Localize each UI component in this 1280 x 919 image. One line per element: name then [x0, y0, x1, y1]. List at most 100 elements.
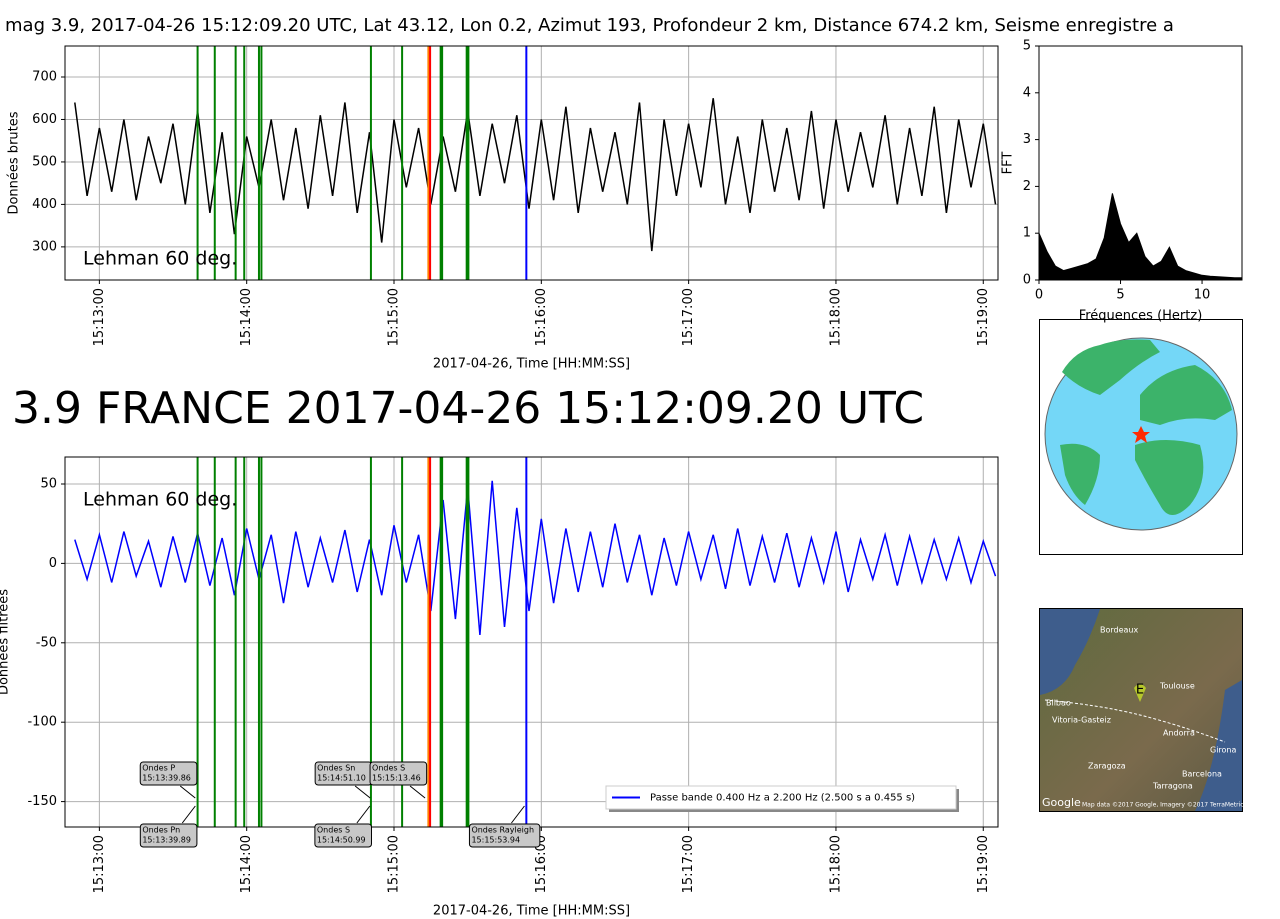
annotation-box — [314, 823, 372, 848]
axes-frame — [1038, 45, 1243, 281]
x-tick-label: 15:16:00 — [534, 835, 549, 893]
map-label: Vitoria-Gasteiz — [1052, 716, 1111, 725]
annotation-arrow — [179, 785, 196, 799]
x-tick-label: 15:13:00 — [92, 835, 107, 893]
x-axis-label: 2017-04-26, Time [HH:MM:SS] — [433, 904, 630, 919]
annotation-arrow — [354, 785, 371, 799]
land — [1060, 443, 1100, 505]
map-logo: Google — [1042, 796, 1081, 809]
annotation-time: 15:13:39.86 — [142, 774, 191, 783]
y-tick-label: 2 — [1023, 179, 1031, 194]
map-label: Tarragona — [1152, 782, 1193, 791]
y-tick-label: 4 — [1023, 85, 1031, 100]
chart: 0 1 2 3 4 5 0 5 10 Fréquences (Hertz) FFT — [1001, 39, 1243, 324]
y-tick-label: -100 — [27, 715, 57, 730]
annotation-time: 15:14:50.99 — [317, 836, 366, 845]
annotation-arrow — [409, 785, 426, 799]
y-tick-label: 600 — [32, 112, 57, 127]
map-attribution: Map data ©2017 Google, Imagery ©2017 Ter… — [1082, 802, 1247, 809]
annotation-time: 15:13:39.89 — [142, 836, 191, 845]
y-tick-label: 400 — [32, 197, 57, 212]
y-axis-label: Données brutes — [7, 111, 22, 214]
chart-title: mag 3.9, 2017-04-26 15:12:09.20 UTC, Lat… — [5, 15, 1174, 36]
y-axis-label: Données filtrées — [0, 589, 12, 695]
satellite-map: E Bordeaux Toulouse Bilbao Vitoria-Gaste… — [1039, 608, 1247, 812]
x-tick-label: 15:15:00 — [387, 288, 402, 346]
legend-label: Passe bande 0.400 Hz a 2.200 Hz (2.500 s… — [650, 793, 915, 804]
x-tick-label: 15:14:00 — [239, 835, 254, 893]
y-tick-label: 0 — [49, 556, 57, 571]
x-tick-label: 15:16:00 — [534, 288, 549, 346]
chart: 3.9 FRANCE 2017-04-26 15:12:09.20 UTC -15… — [0, 383, 999, 919]
y-tick-label: 1 — [1023, 226, 1031, 241]
y-axis-label: FFT — [1001, 152, 1016, 175]
x-tick-label: 5 — [1116, 288, 1124, 303]
pin-label: E — [1136, 683, 1144, 698]
annotation-box — [468, 823, 541, 848]
phase-annotation: Ondes S15:15:13.46 — [369, 761, 428, 799]
ocean — [1040, 609, 1100, 695]
map-label: Barcelona — [1182, 770, 1222, 779]
annotation-time: 15:14:51.10 — [317, 774, 366, 783]
annotation-label: Ondes S — [372, 764, 405, 773]
x-tick-label: 0 — [1035, 288, 1043, 303]
chart-title: 3.9 FRANCE 2017-04-26 15:12:09.20 UTC — [12, 383, 924, 434]
trace — [74, 98, 997, 252]
area — [1039, 193, 1242, 280]
border — [1044, 699, 1226, 743]
pin — [1134, 684, 1146, 702]
phase-annotation: Ondes S15:14:50.99 — [314, 805, 372, 848]
map-label: Zaragoza — [1088, 762, 1126, 771]
y-tick-label: 0 — [1023, 273, 1031, 288]
trace — [74, 480, 997, 635]
map-label: Bordeaux — [1100, 626, 1139, 635]
x-tick-label: 15:17:00 — [681, 835, 696, 893]
axes-frame — [64, 45, 999, 281]
y-tick-label: 700 — [32, 70, 57, 85]
x-tick-label: 15:13:00 — [92, 288, 107, 346]
plot-area — [74, 46, 997, 280]
land — [1135, 440, 1204, 515]
annotation-box — [139, 761, 198, 786]
x-tick-label: 15:14:00 — [239, 288, 254, 346]
map-label: Toulouse — [1159, 682, 1195, 691]
annotation-label: Ondes Rayleigh — [471, 826, 534, 835]
y-tick-label: -50 — [36, 635, 57, 650]
y-tick-label: 50 — [40, 476, 57, 491]
annotation-text: Lehman 60 deg. — [83, 248, 237, 270]
epicenter-star — [1132, 426, 1150, 443]
annotation-label: Ondes Sn — [317, 764, 355, 773]
land — [1062, 339, 1160, 395]
globe — [1039, 319, 1243, 555]
phase-annotation: Ondes P15:13:39.86 — [139, 761, 198, 799]
map-label: Bilbao — [1046, 699, 1071, 708]
annotation-arrow — [181, 805, 196, 824]
x-tick-label: 15:18:00 — [828, 835, 843, 893]
annotation-label: Ondes Pn — [142, 826, 180, 835]
annotation-label: Ondes S — [317, 826, 350, 835]
x-tick-label: 15:19:00 — [976, 288, 991, 346]
y-tick-label: -150 — [27, 794, 57, 809]
y-tick-label: 5 — [1023, 39, 1031, 54]
x-axis-label: 2017-04-26, Time [HH:MM:SS] — [433, 357, 630, 372]
x-tick-label: 10 — [1194, 288, 1211, 303]
y-tick-label: 300 — [32, 239, 57, 254]
x-tick-label: 15:18:00 — [828, 288, 843, 346]
y-tick-label: 3 — [1023, 132, 1031, 147]
x-tick-label: 15:15:00 — [387, 835, 402, 893]
y-tick-label: 500 — [32, 154, 57, 169]
sea — [1195, 680, 1242, 811]
map-label: Girona — [1210, 746, 1237, 755]
plot-area — [74, 457, 997, 827]
land — [1140, 365, 1232, 425]
annotation-box — [139, 823, 198, 848]
annotation-time: 15:15:53.94 — [471, 836, 520, 845]
annotation-box — [369, 761, 428, 786]
x-tick-label: 15:17:00 — [681, 288, 696, 346]
annotation-text: Lehman 60 deg. — [83, 489, 237, 511]
annotation-label: Ondes P — [142, 764, 175, 773]
annotation-arrow — [356, 805, 371, 824]
